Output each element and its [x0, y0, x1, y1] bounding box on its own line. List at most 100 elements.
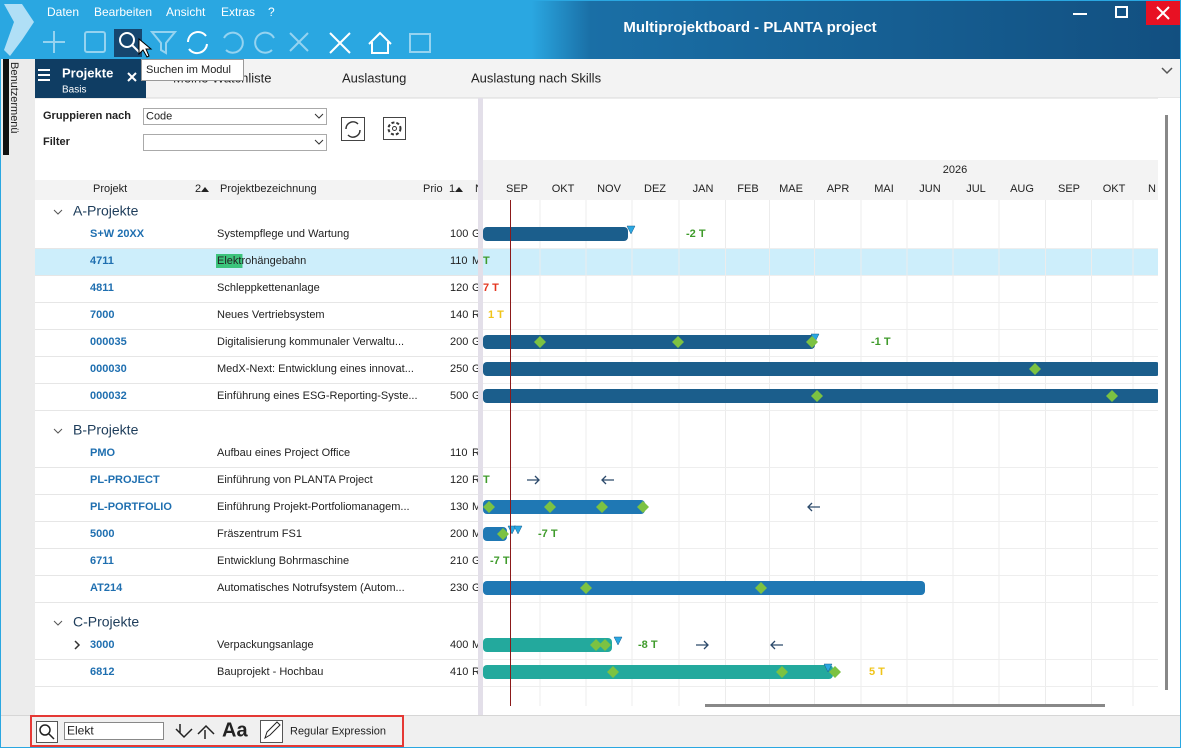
- panel-title: Projekte: [62, 65, 113, 80]
- column-prio-sort: 1: [449, 183, 455, 195]
- month-label: APR: [827, 183, 850, 195]
- menu-item[interactable]: Bearbeiten: [94, 5, 152, 19]
- project-prio: 130: [450, 501, 468, 513]
- dependency-arrow: [696, 641, 708, 649]
- side-strip: [0, 59, 35, 715]
- deviation-label: T: [483, 474, 490, 486]
- month-label: JAN: [693, 183, 714, 195]
- project-name: Neues Vertriebsystem: [217, 309, 325, 321]
- filter-label: Filter: [43, 136, 71, 148]
- project-code[interactable]: PL-PROJECT: [90, 474, 160, 486]
- project-name: Schleppkettenanlage: [217, 282, 320, 294]
- project-code[interactable]: 000030: [90, 363, 127, 375]
- month-label: SEP: [506, 183, 528, 195]
- splitter[interactable]: [478, 98, 483, 715]
- project-prio: 110: [450, 255, 468, 267]
- month-label: SEP: [1058, 183, 1080, 195]
- month-label: JUN: [919, 183, 940, 195]
- group-label[interactable]: B-Projekte: [73, 422, 139, 438]
- dependency-arrow: [771, 641, 783, 649]
- project-prio: 120: [450, 474, 468, 486]
- project-code[interactable]: 4711: [90, 255, 114, 267]
- vertical-scrollbar: [1158, 98, 1181, 715]
- project-code[interactable]: 4811: [90, 282, 114, 294]
- filter-select[interactable]: [144, 135, 327, 151]
- project-code[interactable]: PMO: [90, 447, 116, 459]
- project-code[interactable]: 000035: [90, 336, 127, 348]
- project-prio: 250: [450, 363, 468, 375]
- milestone-triangle: [627, 226, 635, 234]
- project-prio: 200: [450, 336, 468, 348]
- project-code[interactable]: 6812: [90, 666, 114, 678]
- regex-label: Regular Expression: [290, 725, 386, 737]
- project-name: Systempflege und Wartung: [217, 228, 349, 240]
- gantt-bar: [483, 362, 1160, 376]
- deviation-label: 5 T: [869, 666, 885, 678]
- gantt: -2 TT7 T1 T-1 TT-7 T-7 T-8 T5 T: [483, 200, 1160, 715]
- collapse-icon[interactable]: [54, 429, 62, 433]
- project-prio: 200: [450, 528, 468, 540]
- project-name: Digitalisierung kommunaler Verwaltu...: [217, 336, 404, 348]
- tab[interactable]: Auslastung nach Skills: [471, 70, 602, 85]
- project-code[interactable]: 3000: [90, 639, 114, 651]
- project-prio: 100: [450, 228, 468, 240]
- column-code[interactable]: Projekt: [93, 183, 127, 195]
- expand-icon[interactable]: [75, 641, 79, 649]
- milestone-triangle: [614, 637, 622, 645]
- project-name: Einführung Projekt-Portfoliomanagem...: [217, 501, 410, 513]
- menu-item[interactable]: Ansicht: [166, 5, 206, 19]
- project-prio: 110: [450, 447, 468, 459]
- project-prio: 400: [450, 639, 468, 651]
- group-label[interactable]: A-Projekte: [73, 203, 139, 219]
- month-label: MAE: [779, 183, 803, 195]
- project-name: Aufbau eines Project Office: [217, 447, 350, 459]
- project-code[interactable]: S+W 20XX: [90, 228, 145, 240]
- milestone-triangle: [514, 526, 522, 534]
- deviation-label: -2 T: [686, 228, 706, 240]
- project-code[interactable]: PL-PORTFOLIO: [90, 501, 172, 513]
- match-case-button[interactable]: Aa: [222, 719, 248, 741]
- group-value: Code: [146, 110, 172, 122]
- project-code[interactable]: 000032: [90, 390, 127, 402]
- project-code[interactable]: 6711: [90, 555, 114, 567]
- project-name: MedX-Next: Entwicklung eines innovat...: [217, 363, 414, 375]
- project-name: Entwicklung Bohrmaschine: [217, 555, 349, 567]
- project-code[interactable]: AT214: [90, 582, 123, 594]
- month-label: MAI: [874, 183, 894, 195]
- project-code[interactable]: 5000: [90, 528, 114, 540]
- vertical-scroll-thumb[interactable]: [1165, 115, 1168, 690]
- project-code[interactable]: 7000: [90, 309, 114, 321]
- gantt-bar: [483, 500, 645, 514]
- month-label: N: [1148, 183, 1156, 195]
- gantt-bar: [483, 227, 628, 241]
- menu-item[interactable]: Extras: [221, 5, 255, 19]
- menu-item[interactable]: Daten: [47, 5, 79, 19]
- project-name: Fräszentrum FS1: [217, 528, 302, 540]
- dependency-arrow: [602, 476, 614, 484]
- project-name: Elektrohängebahn: [217, 255, 306, 267]
- group-label[interactable]: C-Projekte: [73, 614, 139, 630]
- project-name: Verpackungsanlage: [217, 639, 314, 651]
- month-label: OKT: [1103, 183, 1126, 195]
- month-label: FEB: [737, 183, 758, 195]
- menu-item[interactable]: ?: [268, 5, 275, 19]
- dependency-arrow: [527, 476, 539, 484]
- horizontal-scroll-thumb[interactable]: [705, 704, 1105, 707]
- sidebar-label[interactable]: Benutzermenü: [8, 62, 20, 134]
- deviation-label: 1 T: [488, 309, 504, 321]
- collapse-icon[interactable]: [54, 621, 62, 625]
- project-prio: 230: [450, 582, 468, 594]
- selected-row: [35, 248, 1158, 275]
- tab[interactable]: Auslastung: [342, 70, 406, 85]
- project-prio: 500: [450, 390, 468, 402]
- column-name[interactable]: Projektbezeichnung: [220, 183, 317, 195]
- deviation-label: -7 T: [538, 528, 558, 540]
- project-table: A-Projekte S+W 20XX Systempflege und Wartu…: [35, 203, 481, 687]
- search-bar: [0, 715, 1181, 748]
- settings-button[interactable]: [384, 118, 406, 140]
- collapse-icon[interactable]: [54, 210, 62, 214]
- column-prio[interactable]: Prio: [423, 183, 443, 195]
- column-code-sort: 2: [195, 183, 201, 195]
- search-query: Elekt: [67, 724, 94, 738]
